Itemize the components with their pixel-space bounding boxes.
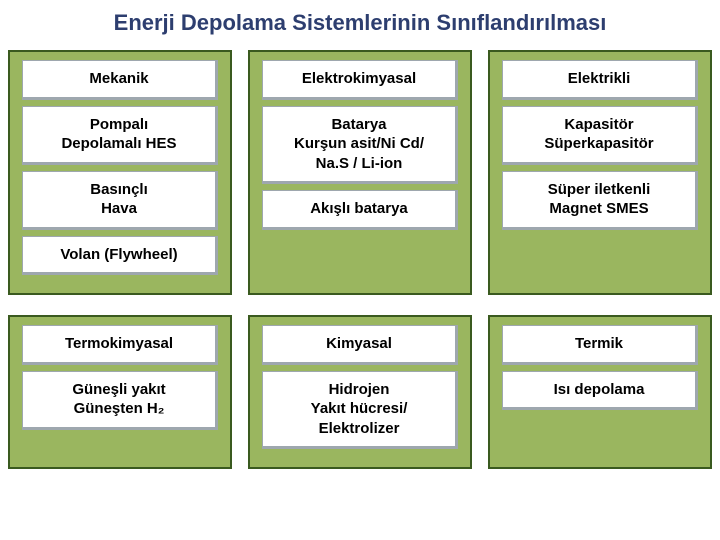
- panel-header: Elektrikli: [502, 60, 698, 100]
- panel-header: Kimyasal: [262, 325, 458, 365]
- panel-elektrokimyasal: Elektrokimyasal BataryaKurşun asit/Ni Cd…: [248, 50, 472, 295]
- panel-item: Süper iletkenliMagnet SMES: [502, 171, 698, 230]
- panel-item: KapasitörSüperkapasitör: [502, 106, 698, 165]
- classification-grid: Mekanik PompalıDepolamalı HES BasınçlıHa…: [0, 50, 720, 469]
- panel-header: Mekanik: [22, 60, 218, 100]
- panel-item: Güneşli yakıtGüneşten H₂: [22, 371, 218, 430]
- panel-header: Termik: [502, 325, 698, 365]
- panel-item: Akışlı batarya: [262, 190, 458, 230]
- panel-header: Elektrokimyasal: [262, 60, 458, 100]
- panel-mekanik: Mekanik PompalıDepolamalı HES BasınçlıHa…: [8, 50, 232, 295]
- panel-termik: Termik Isı depolama: [488, 315, 712, 469]
- panel-item: BataryaKurşun asit/Ni Cd/Na.S / Li-ion: [262, 106, 458, 185]
- panel-item: BasınçlıHava: [22, 171, 218, 230]
- panel-item: HidrojenYakıt hücresi/Elektrolizer: [262, 371, 458, 450]
- panel-termokimyasal: Termokimyasal Güneşli yakıtGüneşten H₂: [8, 315, 232, 469]
- panel-item: Volan (Flywheel): [22, 236, 218, 276]
- panel-kimyasal: Kimyasal HidrojenYakıt hücresi/Elektroli…: [248, 315, 472, 469]
- panel-item: Isı depolama: [502, 371, 698, 411]
- page-title: Enerji Depolama Sistemlerinin Sınıflandı…: [0, 0, 720, 50]
- panel-item: PompalıDepolamalı HES: [22, 106, 218, 165]
- panel-elektrikli: Elektrikli KapasitörSüperkapasitör Süper…: [488, 50, 712, 295]
- panel-header: Termokimyasal: [22, 325, 218, 365]
